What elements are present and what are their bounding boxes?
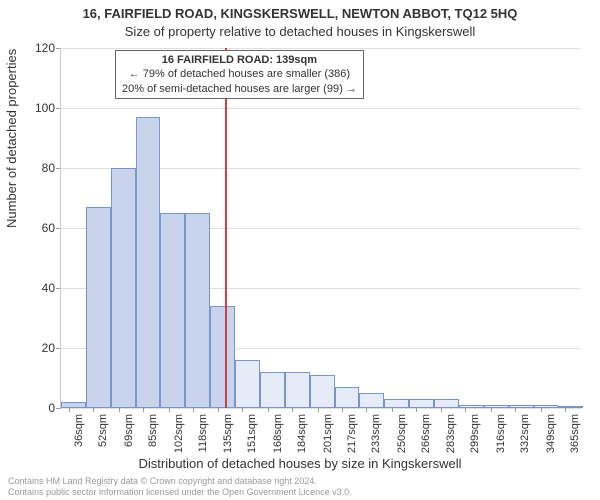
x-tick-label: 250sqm <box>396 414 408 458</box>
plot-area <box>60 48 581 409</box>
chart-title-main: 16, FAIRFIELD ROAD, KINGSKERSWELL, NEWTO… <box>0 6 600 21</box>
gridline <box>61 408 581 409</box>
y-tick-label: 20 <box>15 341 55 355</box>
annotation-line3: 20% of semi-detached houses are larger (… <box>122 82 357 96</box>
histogram-bar <box>210 306 235 408</box>
y-tick-label: 40 <box>15 281 55 295</box>
x-tick-label: 151sqm <box>246 414 258 458</box>
y-axis-label: Number of detached properties <box>4 49 19 228</box>
x-tick-label: 102sqm <box>173 414 185 458</box>
footer-attribution: Contains HM Land Registry data © Crown c… <box>8 476 352 498</box>
x-tick-mark <box>268 408 269 412</box>
x-tick-label: 233sqm <box>370 414 382 458</box>
x-tick-mark <box>119 408 120 412</box>
x-tick-mark <box>193 408 194 412</box>
y-tick-mark <box>56 108 60 109</box>
x-tick-label: 217sqm <box>346 414 358 458</box>
x-tick-mark <box>366 408 367 412</box>
histogram-bar <box>160 213 185 408</box>
x-tick-mark <box>218 408 219 412</box>
footer-line1: Contains HM Land Registry data © Crown c… <box>8 476 352 487</box>
y-tick-label: 120 <box>15 41 55 55</box>
footer-line2: Contains public sector information licen… <box>8 487 352 498</box>
y-tick-label: 0 <box>15 401 55 415</box>
x-tick-label: 365sqm <box>569 414 581 458</box>
annotation-box: 16 FAIRFIELD ROAD: 139sqm← 79% of detach… <box>115 50 364 99</box>
histogram-bar <box>235 360 260 408</box>
x-tick-label: 36sqm <box>73 414 85 458</box>
histogram-bar <box>484 405 509 408</box>
x-tick-label: 266sqm <box>420 414 432 458</box>
x-axis-label: Distribution of detached houses by size … <box>0 456 600 471</box>
histogram-bar <box>509 405 534 408</box>
x-tick-label: 299sqm <box>469 414 481 458</box>
x-tick-mark <box>143 408 144 412</box>
x-tick-mark <box>292 408 293 412</box>
x-tick-label: 69sqm <box>123 414 135 458</box>
y-tick-label: 100 <box>15 101 55 115</box>
x-tick-mark <box>392 408 393 412</box>
y-tick-label: 80 <box>15 161 55 175</box>
x-tick-label: 332sqm <box>519 414 531 458</box>
x-tick-label: 349sqm <box>545 414 557 458</box>
x-tick-mark <box>69 408 70 412</box>
y-tick-mark <box>56 168 60 169</box>
histogram-bar <box>260 372 285 408</box>
y-tick-mark <box>56 348 60 349</box>
x-tick-mark <box>465 408 466 412</box>
y-tick-mark <box>56 408 60 409</box>
x-tick-mark <box>169 408 170 412</box>
histogram-bar <box>185 213 210 408</box>
histogram-bar <box>558 406 583 408</box>
histogram-bar <box>61 402 86 408</box>
x-tick-mark <box>318 408 319 412</box>
annotation-line2: ← 79% of detached houses are smaller (38… <box>122 67 357 81</box>
gridline <box>61 48 581 49</box>
reference-line <box>225 48 227 408</box>
x-tick-mark <box>342 408 343 412</box>
histogram-bar <box>534 405 559 408</box>
x-tick-mark <box>93 408 94 412</box>
histogram-bar <box>335 387 360 408</box>
gridline <box>61 108 581 109</box>
x-tick-label: 52sqm <box>97 414 109 458</box>
x-tick-mark <box>565 408 566 412</box>
y-tick-label: 60 <box>15 221 55 235</box>
chart-container: { "chart": { "type": "histogram", "title… <box>0 0 600 500</box>
histogram-bar <box>86 207 111 408</box>
x-tick-label: 168sqm <box>272 414 284 458</box>
x-tick-label: 283sqm <box>445 414 457 458</box>
x-tick-label: 85sqm <box>147 414 159 458</box>
x-tick-label: 316sqm <box>495 414 507 458</box>
annotation-line1: 16 FAIRFIELD ROAD: 139sqm <box>122 53 357 67</box>
x-tick-mark <box>416 408 417 412</box>
x-tick-mark <box>441 408 442 412</box>
x-tick-label: 118sqm <box>197 414 209 458</box>
x-tick-label: 201sqm <box>322 414 334 458</box>
chart-title-sub: Size of property relative to detached ho… <box>0 24 600 39</box>
y-tick-mark <box>56 228 60 229</box>
y-tick-mark <box>56 48 60 49</box>
histogram-bar <box>384 399 409 408</box>
histogram-bar <box>434 399 459 408</box>
histogram-bar <box>285 372 310 408</box>
x-tick-label: 184sqm <box>296 414 308 458</box>
histogram-bar <box>359 393 384 408</box>
x-tick-mark <box>491 408 492 412</box>
x-tick-mark <box>515 408 516 412</box>
histogram-bar <box>459 405 484 408</box>
x-tick-mark <box>541 408 542 412</box>
histogram-bar <box>310 375 335 408</box>
histogram-bar <box>409 399 434 408</box>
x-tick-label: 135sqm <box>222 414 234 458</box>
x-tick-mark <box>242 408 243 412</box>
y-tick-mark <box>56 288 60 289</box>
histogram-bar <box>136 117 161 408</box>
histogram-bar <box>111 168 136 408</box>
